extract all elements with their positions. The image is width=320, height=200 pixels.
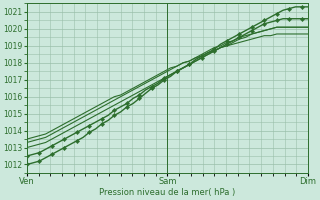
X-axis label: Pression niveau de la mer( hPa ): Pression niveau de la mer( hPa ) bbox=[99, 188, 236, 197]
